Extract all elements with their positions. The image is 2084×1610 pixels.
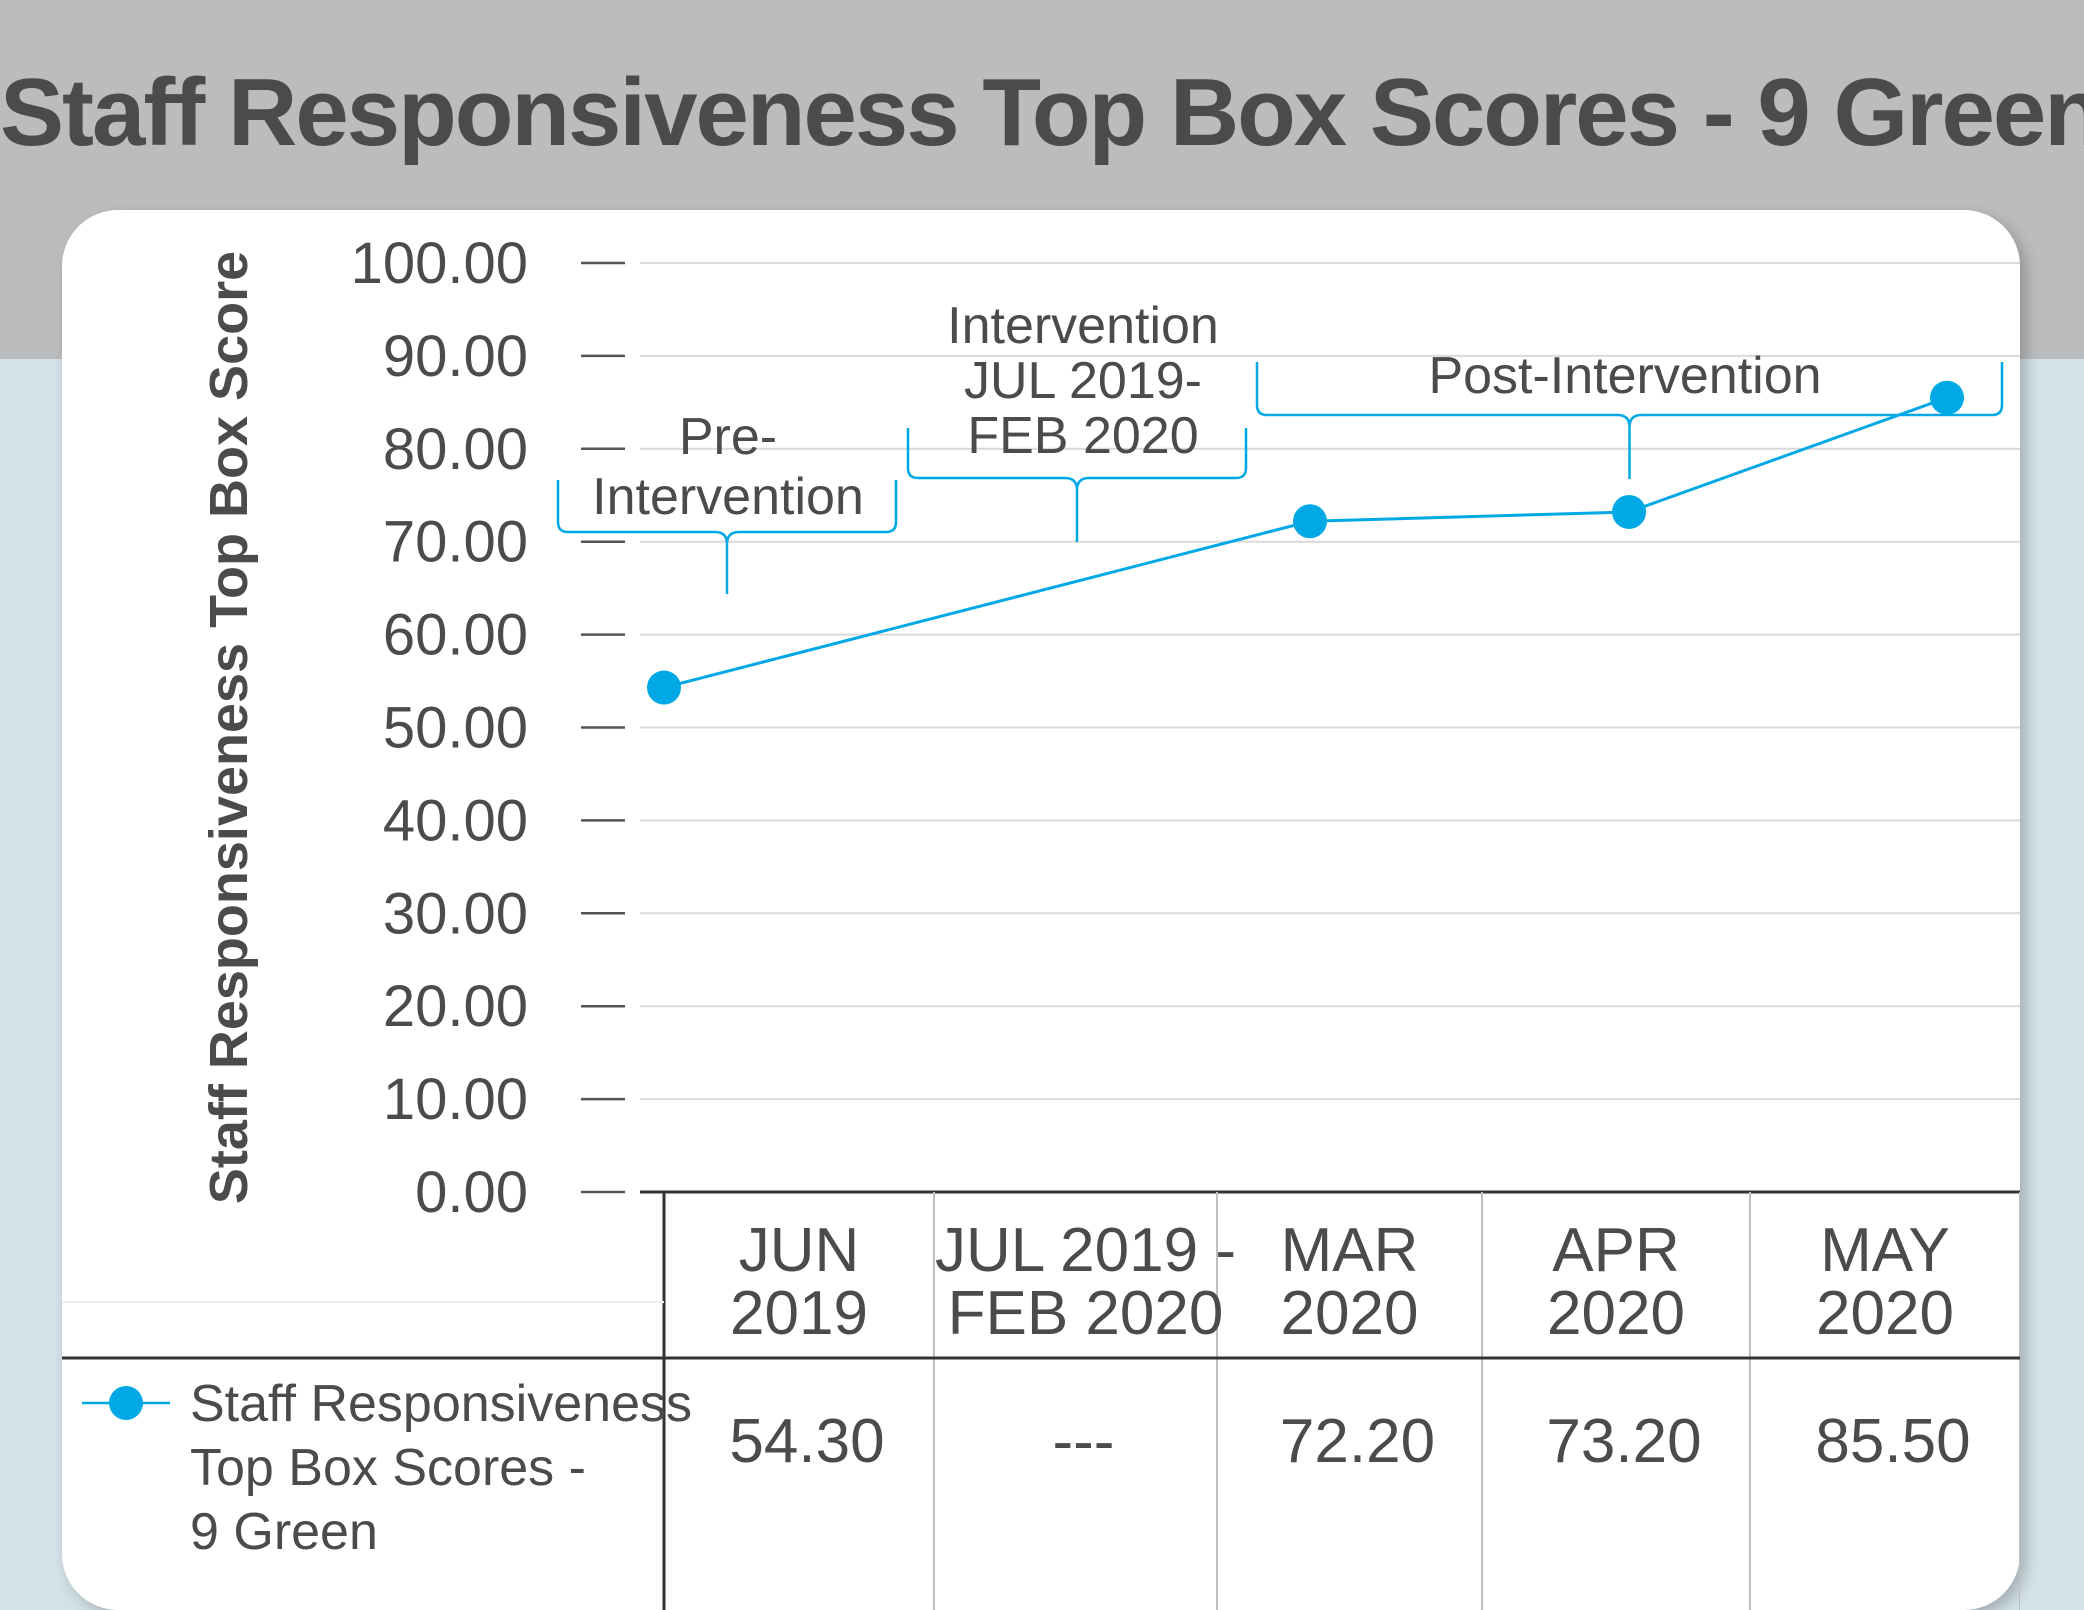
y-tick-label: 0.00	[415, 1160, 528, 1225]
y-tick-label: 30.00	[383, 881, 528, 946]
y-tick-label: 70.00	[383, 510, 528, 575]
annotation-intervention: Intervention	[947, 297, 1219, 355]
annotation-pre-intervention: Pre-	[679, 408, 777, 466]
annotation-intervention: FEB 2020	[967, 407, 1198, 465]
y-tick-label: 50.00	[383, 696, 528, 761]
x-category-label: 2020	[1816, 1279, 1954, 1348]
legend-label: 9 Green	[190, 1503, 378, 1561]
data-table-value: ---	[1053, 1407, 1115, 1476]
y-tick-label: 20.00	[383, 974, 528, 1039]
y-tick-label: 10.00	[383, 1067, 528, 1132]
x-category-label: MAY	[1820, 1216, 1950, 1285]
x-category-label: 2020	[1281, 1279, 1419, 1348]
x-category-label: MAR	[1281, 1216, 1419, 1285]
y-tick-label: 100.00	[351, 231, 528, 296]
y-tick-label: 90.00	[383, 324, 528, 389]
data-point	[1612, 494, 1646, 529]
x-category-label: JUN	[739, 1216, 860, 1285]
post-intervention-bracket	[1255, 362, 2004, 479]
y-tick-label: 80.00	[383, 417, 528, 482]
intervention-bracket	[906, 428, 1248, 542]
data-point	[1293, 504, 1327, 539]
page-title: Staff Responsiveness Top Box Scores - 9 …	[0, 59, 2084, 166]
line-chart: 0.00 10.00 20.00 30.00 40.00 50.00 60.00 70.00 8…	[62, 231, 2020, 1610]
y-tick-label: 60.00	[383, 603, 528, 668]
y-tick-label: 40.00	[383, 788, 528, 853]
x-category-label: JUL 2019 -	[935, 1216, 1236, 1285]
legend-marker	[109, 1386, 143, 1420]
legend-label: Staff Responsiveness	[190, 1375, 692, 1433]
annotation-intervention: JUL 2019-	[964, 352, 1202, 410]
x-category-label: 2020	[1547, 1279, 1685, 1348]
data-point	[647, 670, 681, 705]
chart-card: 0.00 10.00 20.00 30.00 40.00 50.00 60.00 70.00 8…	[62, 210, 2020, 1610]
x-category-label: APR	[1552, 1216, 1679, 1285]
annotation-post-intervention: Post-Intervention	[1428, 347, 1821, 405]
data-table-value: 73.20	[1546, 1407, 1701, 1476]
data-table-value: 85.50	[1815, 1407, 1970, 1476]
annotation-pre-intervention: Intervention	[592, 468, 864, 526]
data-table-value: 72.20	[1280, 1407, 1435, 1476]
pre-intervention-bracket	[556, 480, 898, 594]
x-category-label: FEB 2020	[948, 1279, 1224, 1348]
y-axis-label: Staff Responsiveness Top Box Score	[199, 251, 259, 1204]
data-table-value: 54.30	[729, 1407, 884, 1476]
data-point	[1930, 380, 1964, 415]
series-line	[663, 396, 1948, 690]
legend-label: Top Box Scores -	[190, 1439, 586, 1497]
x-category-label: 2019	[730, 1279, 868, 1348]
